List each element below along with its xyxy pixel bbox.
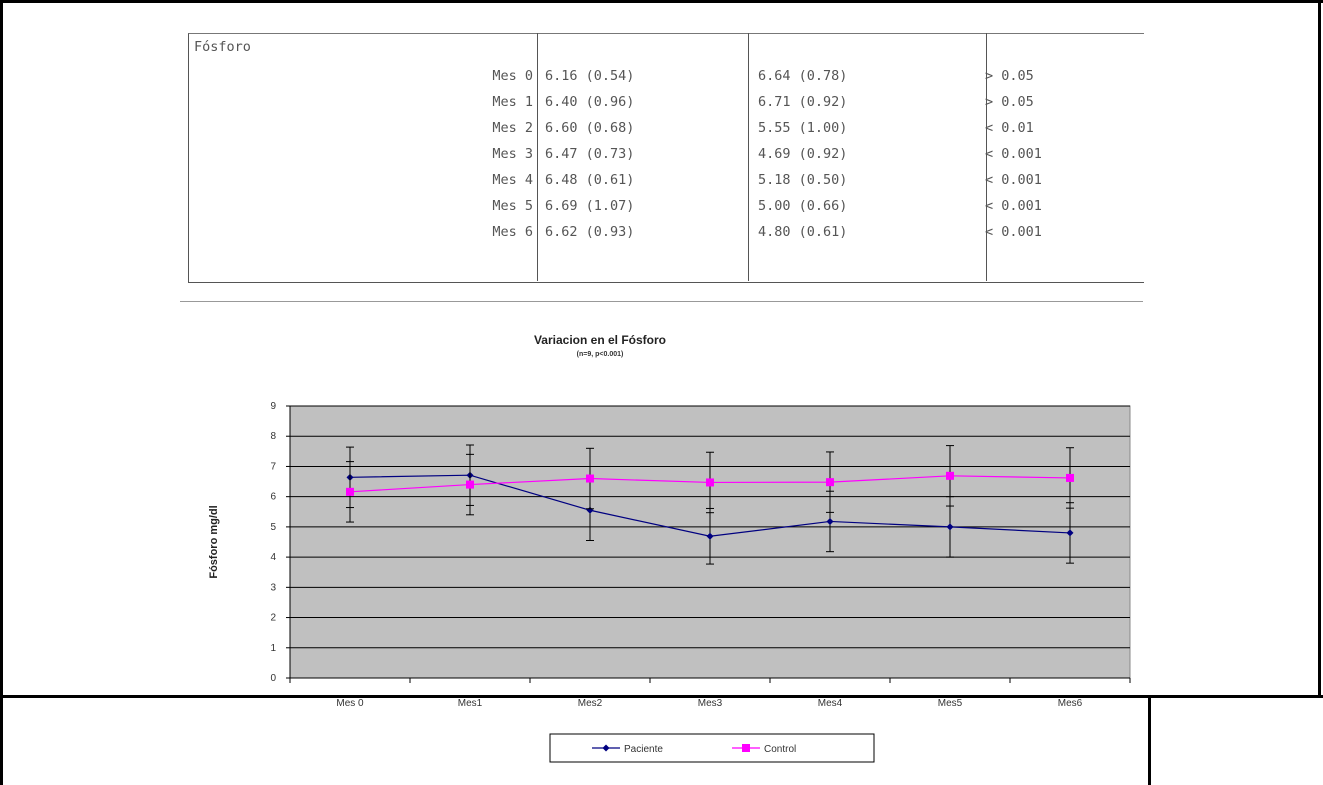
p-value-cell: < 0.01 xyxy=(985,120,1034,136)
data-point-control xyxy=(946,471,954,480)
legend-marker xyxy=(602,744,610,752)
y-axis-label: Fósforo mg/dl xyxy=(208,505,220,578)
month-cell: Mes 2 xyxy=(492,120,533,136)
y-tick-label: 4 xyxy=(270,552,276,563)
p-value-cell: < 0.001 xyxy=(985,146,1042,162)
p-value-cell: < 0.001 xyxy=(985,172,1042,188)
control-cell: 4.69 (0.92) xyxy=(758,146,848,162)
chart-svg: Variacion en el Fósforo (n=9, p<0.001) 0 1 2… xyxy=(208,333,1131,763)
frame-bottom-border xyxy=(0,695,1323,698)
chart-subtitle: (n=9, p<0.001) xyxy=(577,351,624,358)
data-point-paciente xyxy=(946,523,954,531)
data-point-control xyxy=(1066,473,1074,482)
x-tick-label: Mes3 xyxy=(698,698,723,709)
month-cell: Mes 3 xyxy=(492,146,533,162)
month-cell: Mes 4 xyxy=(492,172,533,188)
month-cell: Mes 1 xyxy=(492,94,533,110)
data-point-control xyxy=(466,480,474,489)
x-tick-label: Mes1 xyxy=(458,698,483,709)
y-tick-label: 0 xyxy=(270,673,276,684)
y-tick-label: 2 xyxy=(270,613,276,624)
table-title: Fósforo xyxy=(194,39,251,55)
x-tick-label: Mes 0 xyxy=(336,698,364,709)
control-cell: 5.55 (1.00) xyxy=(758,120,848,136)
p-value-cell: > 0.05 xyxy=(985,68,1034,84)
month-cell: Mes 6 xyxy=(492,224,533,240)
frame-divider xyxy=(1148,695,1151,785)
table-column-divider xyxy=(748,33,749,281)
legend-label: Paciente xyxy=(624,744,663,755)
data-point-paciente xyxy=(706,532,714,540)
paciente-cell: 6.40 (0.96) xyxy=(545,94,635,110)
legend-marker xyxy=(742,744,750,752)
y-tick-label: 7 xyxy=(270,461,276,472)
paciente-cell: 6.47 (0.73) xyxy=(545,146,635,162)
y-tick-label: 3 xyxy=(270,582,276,593)
y-tick-label: 8 xyxy=(270,431,276,442)
data-point-control xyxy=(346,487,354,496)
legend-box xyxy=(549,733,875,763)
control-cell: 6.64 (0.78) xyxy=(758,68,848,84)
y-tick-label: 1 xyxy=(270,643,276,654)
y-tick-label: 5 xyxy=(270,522,276,533)
y-tick-label: 9 xyxy=(270,401,276,412)
chart-title: Variacion en el Fósforo xyxy=(534,333,666,347)
p-value-cell: < 0.001 xyxy=(985,198,1042,214)
phosphorus-chart: Variacion en el Fósforo (n=9, p<0.001) 0 1 2… xyxy=(180,320,1140,785)
x-tick-label: Mes2 xyxy=(578,698,603,709)
data-point-control xyxy=(586,474,594,483)
data-point-control xyxy=(826,478,834,487)
control-cell: 6.71 (0.92) xyxy=(758,94,848,110)
data-point-paciente xyxy=(1066,529,1074,537)
p-value-cell: < 0.001 xyxy=(985,224,1042,240)
x-tick-label: Mes6 xyxy=(1058,698,1083,709)
table-border xyxy=(188,33,1144,283)
control-cell: 5.00 (0.66) xyxy=(758,198,848,214)
table-column-divider xyxy=(986,33,987,281)
frame-left-border xyxy=(0,0,3,785)
legend-label: Control xyxy=(764,744,796,755)
paciente-cell: 6.62 (0.93) xyxy=(545,224,635,240)
p-value-cell: > 0.05 xyxy=(985,94,1034,110)
data-point-control xyxy=(706,478,714,487)
paciente-cell: 6.60 (0.68) xyxy=(545,120,635,136)
paciente-cell: 6.69 (1.07) xyxy=(545,198,635,214)
y-tick-label: 6 xyxy=(270,492,276,503)
paciente-cell: 6.16 (0.54) xyxy=(545,68,635,84)
separator-line xyxy=(180,301,1143,302)
table-column-divider xyxy=(537,33,538,281)
frame-top-border xyxy=(0,0,1323,3)
frame-right-border xyxy=(1318,0,1321,697)
control-cell: 4.80 (0.61) xyxy=(758,224,848,240)
x-tick-label: Mes5 xyxy=(938,698,963,709)
data-point-paciente xyxy=(826,517,834,525)
control-cell: 5.18 (0.50) xyxy=(758,172,848,188)
paciente-cell: 6.48 (0.61) xyxy=(545,172,635,188)
month-cell: Mes 5 xyxy=(492,198,533,214)
x-tick-label: Mes4 xyxy=(818,698,843,709)
month-cell: Mes 0 xyxy=(492,68,533,84)
